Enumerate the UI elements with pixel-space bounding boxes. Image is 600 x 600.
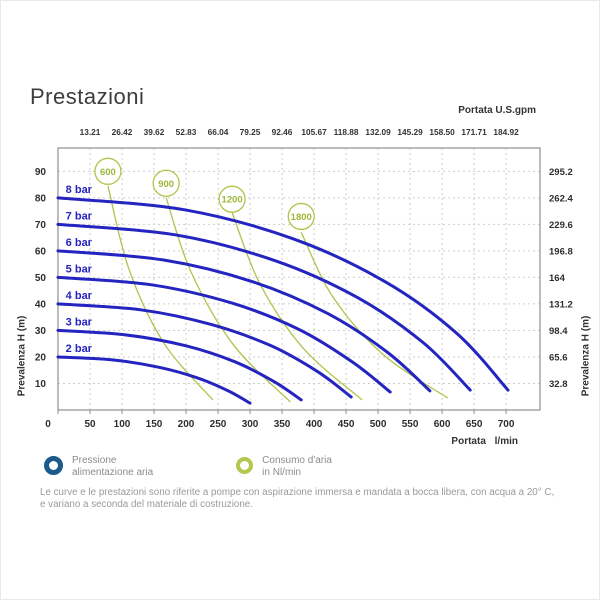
top-tick-label: 171.71 xyxy=(461,127,487,137)
right-tick-label: 295.2 xyxy=(549,167,573,178)
bottom-tick-label: 0 xyxy=(45,419,51,430)
pressure-curve-icon xyxy=(44,456,63,475)
pressure-curve-6-bar xyxy=(56,249,432,393)
air-curve-1800 xyxy=(300,232,449,399)
air-bubble xyxy=(94,157,122,185)
top-tick-label: 66.04 xyxy=(208,127,229,137)
air-bubble xyxy=(287,202,315,231)
top-tick-label: 13.21 xyxy=(80,127,101,137)
top-axis-title: Portata U.S.gpm xyxy=(458,105,536,116)
bottom-tick-label: 550 xyxy=(402,419,419,430)
left-tick-label: 60 xyxy=(35,246,47,257)
pressure-curve-8-bar xyxy=(56,196,510,392)
pressure-curve-7-bar xyxy=(56,222,472,392)
right-tick-label: 98.4 xyxy=(549,326,568,337)
air-bubble xyxy=(152,169,180,197)
air-bubble xyxy=(218,185,246,213)
bottom-tick-label: 250 xyxy=(210,419,227,430)
air-consumption-icon xyxy=(236,457,254,474)
top-tick-label: 184.92 xyxy=(493,127,519,137)
pressure-curve-3-bar xyxy=(56,328,303,402)
right-tick-label: 164 xyxy=(549,273,566,284)
left-tick-label: 30 xyxy=(35,326,47,337)
air-bubble-label: 1800 xyxy=(291,212,312,223)
top-tick-label: 52.83 xyxy=(176,127,197,137)
pressure-curve-label: 3 bar xyxy=(66,316,93,328)
bottom-tick-label: 400 xyxy=(306,419,323,430)
right-tick-label: 131.2 xyxy=(549,299,573,310)
top-tick-label: 39.62 xyxy=(144,127,165,137)
bottom-tick-label: 700 xyxy=(498,419,515,430)
pressure-curves: 2 bar 3 bar 4 bar 5 bar 6 bar 7 bar 8 bar xyxy=(56,184,510,405)
air-bubble-label: 1200 xyxy=(222,195,243,206)
pressure-curve-label: 8 bar xyxy=(66,184,93,196)
right-tick-label: 262.4 xyxy=(549,193,573,204)
bottom-tick-label: 650 xyxy=(466,419,483,430)
pressure-curve-2-bar xyxy=(56,355,252,405)
right-tick-label: 196.8 xyxy=(549,246,573,257)
bottom-tick-label: 50 xyxy=(84,419,96,430)
top-tick-label: 158.50 xyxy=(429,127,455,137)
pressure-curve-label: 4 bar xyxy=(66,290,93,302)
legend-pressure-label: Pressione alimentazione aria xyxy=(72,455,154,478)
disclaimer-text: Le curve e le prestazioni sono riferite … xyxy=(40,487,555,510)
left-tick-label: 70 xyxy=(35,220,47,231)
bottom-axis-title: Portata l/min xyxy=(451,436,518,447)
gridlines xyxy=(58,148,540,410)
bottom-tick-label: 150 xyxy=(146,419,163,430)
legend-item-pressure: Pressione alimentazione aria xyxy=(44,455,153,478)
top-tick-label: 145.29 xyxy=(397,127,423,137)
pressure-curve-label: 5 bar xyxy=(66,263,93,275)
air-bubble-label: 900 xyxy=(158,179,174,190)
top-tick-label: 92.46 xyxy=(272,127,293,137)
plot-border xyxy=(57,147,541,411)
top-tick-label: 105.67 xyxy=(301,127,327,137)
left-tick-label: 80 xyxy=(35,193,47,204)
left-tick-label: 90 xyxy=(35,167,47,178)
top-tick-label: 118.88 xyxy=(334,127,359,137)
pressure-curve-5-bar xyxy=(56,275,392,394)
pressure-curve-4-bar xyxy=(56,302,353,399)
right-tick-label: 229.6 xyxy=(549,220,573,231)
left-tick-label: 40 xyxy=(35,299,47,310)
air-curve-1200 xyxy=(231,212,363,401)
plot-frame xyxy=(57,147,541,414)
chart-legend: Pressione alimentazione aria Consumo d'a… xyxy=(44,455,332,478)
pressure-curve-label: 2 bar xyxy=(66,343,93,355)
left-tick-label: 50 xyxy=(35,273,47,284)
bottom-tick-label: 350 xyxy=(274,419,291,430)
top-tick-label: 79.25 xyxy=(240,127,261,137)
left-tick-label: 10 xyxy=(35,379,47,390)
bottom-tick-label: 450 xyxy=(338,419,355,430)
page-title: Prestazioni xyxy=(30,84,145,109)
right-tick-label: 32.8 xyxy=(549,379,568,390)
bottom-tick-label: 100 xyxy=(114,419,131,430)
pressure-curve-label: 7 bar xyxy=(66,210,93,222)
bottom-tick-label: 600 xyxy=(434,419,451,430)
bottom-tick-label: 300 xyxy=(242,419,259,430)
axis-tick-labels: 13.21 26.42 39.62 52.83 66.04 79.25 92.46 105.6… xyxy=(35,127,574,430)
legend-item-air: Consumo d'aria in Nl/min xyxy=(236,455,332,478)
legend-air-label: Consumo d'aria in Nl/min xyxy=(262,455,332,478)
air-curve-900 xyxy=(165,197,291,403)
right-tick-label: 65.6 xyxy=(549,352,568,363)
pressure-curve-label: 6 bar xyxy=(66,237,93,249)
air-bubble-label: 600 xyxy=(100,167,116,178)
bottom-tick-label: 200 xyxy=(178,419,195,430)
left-tick-label: 20 xyxy=(35,352,47,363)
top-tick-label: 26.42 xyxy=(112,127,133,137)
bottom-tick-label: 500 xyxy=(370,419,387,430)
top-tick-label: 132.09 xyxy=(365,127,391,137)
